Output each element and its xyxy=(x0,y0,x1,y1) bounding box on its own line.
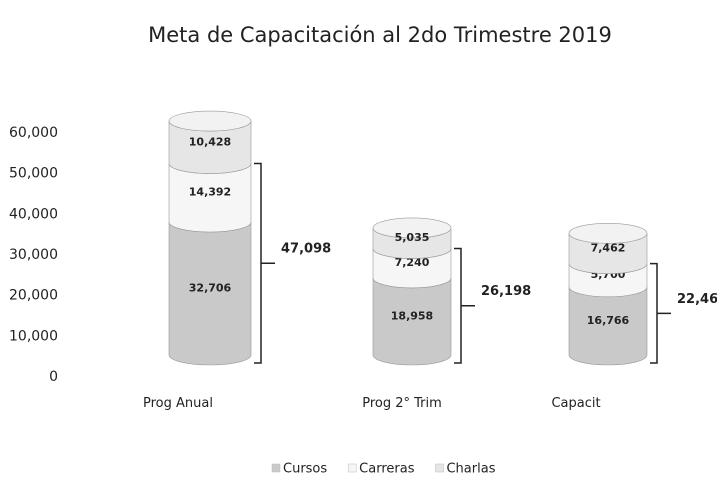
value-label: 5,035 xyxy=(395,231,430,244)
cylinder-top xyxy=(372,217,452,239)
value-label: 32,706 xyxy=(189,281,232,294)
bracket-label: 47,098 xyxy=(281,242,331,257)
bracket xyxy=(254,162,275,364)
cylinder-top xyxy=(168,110,252,132)
y-tick-label: 10,000 xyxy=(9,328,58,344)
value-label: 7,462 xyxy=(591,241,626,254)
x-tick-label: Prog Anual xyxy=(143,396,213,411)
legend-swatch xyxy=(347,463,357,473)
bracket-label: 22,466 xyxy=(677,292,717,307)
legend-swatch xyxy=(435,463,444,473)
legend-label: Charlas xyxy=(446,462,495,477)
value-label: 18,958 xyxy=(391,309,433,322)
x-tick-label: Prog 2° Trim xyxy=(362,396,442,411)
bracket xyxy=(650,262,671,364)
legend-label: Cursos xyxy=(283,462,327,477)
value-label: 7,240 xyxy=(395,256,430,269)
y-tick-label: 0 xyxy=(49,369,58,385)
value-label: 14,392 xyxy=(189,186,231,199)
y-tick-label: 30,000 xyxy=(9,247,58,263)
value-label: 16,766 xyxy=(587,314,630,327)
value-label: 10,428 xyxy=(189,135,231,148)
y-tick-label: 40,000 xyxy=(9,206,58,222)
legend-label: Carreras xyxy=(359,462,415,477)
bracket-label: 26,198 xyxy=(481,284,531,299)
y-tick-label: 60,000 xyxy=(9,125,58,141)
bracket xyxy=(454,247,475,364)
y-tick-label: 20,000 xyxy=(9,288,58,304)
chart-title: Meta de Capacitación al 2do Trimestre 20… xyxy=(148,23,612,47)
legend-swatch xyxy=(271,463,281,473)
cylinder-top xyxy=(568,222,648,244)
y-tick-label: 50,000 xyxy=(9,166,58,182)
x-tick-label: Capacit xyxy=(551,396,601,411)
